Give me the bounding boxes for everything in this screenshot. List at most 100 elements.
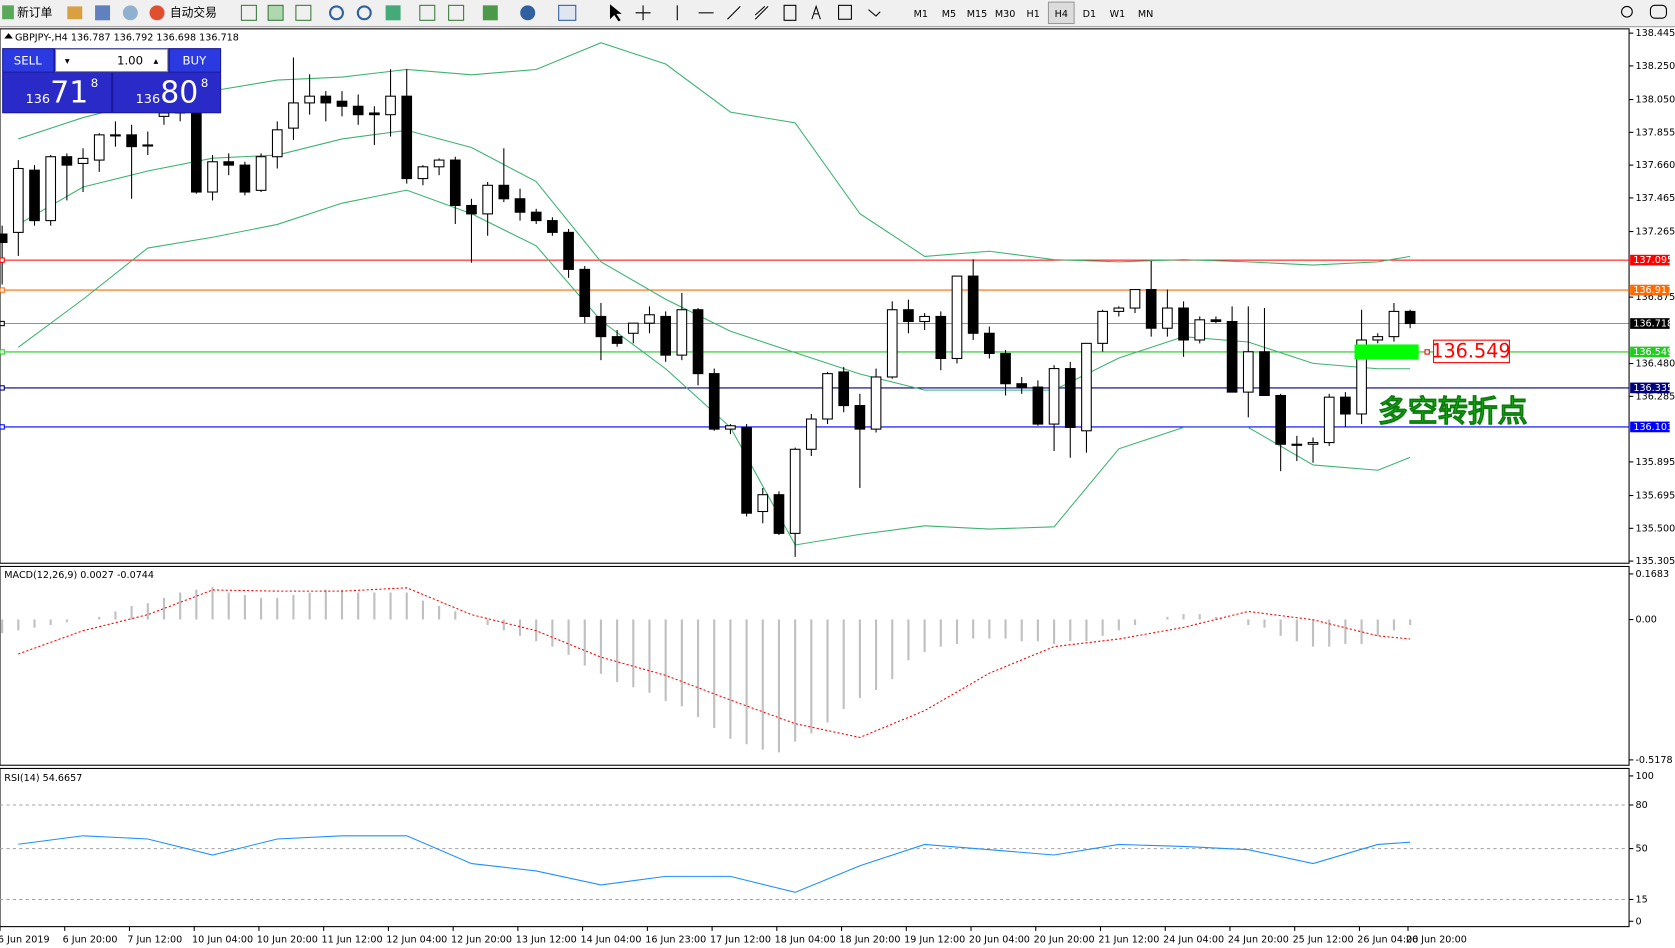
icon[interactable] [122,5,138,21]
x-tick-label: 11 Jun 12:00 [322,934,383,945]
y-tick-label: 137.465 [1635,193,1675,204]
icon[interactable] [727,6,741,20]
candle-body [1032,386,1044,425]
icon[interactable] [67,6,83,20]
active-timeframe [1047,1,1075,25]
icon[interactable] [838,4,852,20]
candle-body [627,322,639,334]
x-tick-label: 24 Jun 04:00 [1163,934,1224,945]
timeframe[interactable]: H1 [1027,9,1040,20]
candle-body [822,373,833,420]
candle-body [1259,351,1270,397]
bid-box[interactable] [3,72,112,113]
auto-trading[interactable]: 自动交易 [170,5,217,19]
icon[interactable] [482,5,498,21]
ask-big: 136 [136,92,160,107]
icon[interactable] [356,5,372,21]
sell-label[interactable]: SELL [14,53,42,67]
icon[interactable] [754,6,769,20]
candle-body [12,167,24,233]
one-click-panel: SELL ▾ ▴ 1.00 BUY 136 71 8 136 80 8 [2,48,222,114]
icon[interactable] [1621,5,1633,18]
icon[interactable] [520,5,536,21]
candle-body [304,95,315,104]
bid-frac: 8 [91,76,98,90]
candle-body [1178,307,1189,341]
candle-body [255,156,267,191]
new-order[interactable]: 新订单 [17,5,52,19]
rsi-title: RSI(14) 54.6657 [4,773,82,784]
icon[interactable] [1649,4,1667,19]
timeframe[interactable]: M30 [995,9,1016,20]
icon[interactable] [635,5,651,21]
candle-body [870,376,882,430]
x-tick-label: 20 Jun 04:00 [969,934,1030,945]
candle-body [967,275,979,334]
y-tick-label: 15 [1635,894,1647,905]
level-label: 136.549 [1633,347,1673,358]
sell-button[interactable] [3,49,54,72]
lots-box[interactable] [55,48,169,73]
candle-body [1162,307,1173,329]
candle-body [1323,396,1335,444]
icon[interactable] [295,4,312,21]
candle-body [1275,394,1287,445]
lots-down[interactable]: ▾ [65,56,70,67]
timeframe[interactable]: M15 [967,9,988,20]
icon[interactable] [267,4,284,21]
timeframe[interactable]: M5 [942,9,956,20]
candle-body [1113,307,1125,312]
candle-body [514,198,526,213]
rsi-line [18,835,1411,893]
y-tick-label: 136.285 [1635,391,1675,402]
icon[interactable] [609,4,622,22]
timeframe[interactable]: H4 [1055,9,1068,20]
icon[interactable] [385,5,401,21]
icon[interactable] [329,5,344,21]
buy-button[interactable] [169,49,221,72]
timeframe[interactable]: M1 [914,9,928,20]
candle-body [158,112,170,117]
icon[interactable] [149,5,165,21]
candle-body [0,233,8,244]
rsi-panel [0,767,1630,928]
candle-body [1307,442,1319,445]
icon[interactable] [240,4,257,21]
icon[interactable] [448,4,465,21]
timeframe[interactable]: W1 [1110,9,1126,20]
candle-body [401,95,413,180]
lots[interactable]: 1.00 [117,53,143,67]
icon[interactable] [868,9,881,17]
timeframe[interactable]: MN [1138,9,1153,20]
y-tick-label: 50 [1635,844,1647,855]
y-tick-label: 100 [1635,771,1653,782]
bid-big: 136 [26,92,50,107]
main-plot [0,42,1630,557]
icon[interactable] [419,4,436,21]
x-tick-label: 12 Jun 20:00 [451,934,512,945]
icon[interactable] [95,5,111,21]
timeframe[interactable]: D1 [1083,9,1097,20]
candle-body [271,129,283,158]
candle-body [1210,319,1222,323]
candle-body [239,164,251,193]
y-tick-label: 138.250 [1635,61,1675,72]
x-tick-label: 20 Jun 20:00 [1034,934,1095,945]
candle-body [935,315,947,360]
ask-box[interactable] [113,72,221,113]
annotation-marker [1424,349,1430,355]
signal-line [18,587,1411,739]
candle-body [288,102,299,129]
level-label: 136.718 [1633,319,1673,330]
level-label-bg [1630,318,1670,329]
icon[interactable] [783,4,797,21]
lots-up[interactable]: ▴ [154,56,159,67]
candle-body [320,95,332,104]
icon[interactable] [558,4,577,21]
x-tick-label: 26 Jun 04:00 [1357,934,1418,945]
candle-body [1356,339,1367,415]
icon[interactable] [2,5,14,20]
buy-label[interactable]: BUY [183,53,208,67]
icon[interactable] [811,4,821,20]
level-label-bg [1630,254,1670,266]
